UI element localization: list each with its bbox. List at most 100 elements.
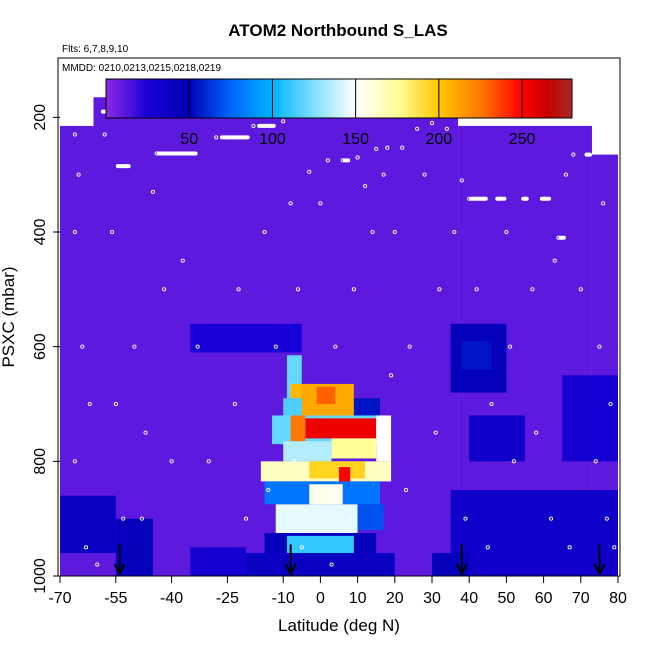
colorbar-segment <box>455 79 460 118</box>
flight-level-segment <box>257 123 276 128</box>
colorbar-segment <box>415 79 420 118</box>
heatmap-cell <box>301 418 377 439</box>
colorbar-tick-label: 200 <box>426 131 453 148</box>
colorbar-segment <box>135 79 140 118</box>
colorbar-segment <box>295 79 300 118</box>
heatmap-cell <box>357 504 384 531</box>
x-tick-label: 20 <box>386 590 404 607</box>
flight-sample-point <box>121 516 126 521</box>
colorbar-segment <box>548 79 553 118</box>
flight-sample-point <box>80 344 85 349</box>
colorbar-segment <box>189 79 194 118</box>
flight-sample-point <box>102 132 107 137</box>
heatmap-cell <box>60 495 116 554</box>
colorbar-segment <box>362 79 367 118</box>
colorbar-segment <box>252 79 257 118</box>
x-tick-label: 30 <box>423 590 441 607</box>
data-layer <box>60 97 618 577</box>
colorbar-segment <box>425 79 430 118</box>
heatmap-cell <box>190 547 246 576</box>
colorbar-segment <box>279 79 283 118</box>
colorbar-segment <box>202 79 207 118</box>
flight-sample-point <box>381 172 386 177</box>
colorbar-segment <box>245 79 250 118</box>
colorbar-segment <box>269 79 273 118</box>
colorbar-segment <box>565 79 570 118</box>
flight-sample-point <box>340 158 345 163</box>
colorbar-segment <box>106 79 110 118</box>
flight-sample-point <box>389 373 394 378</box>
colorbar-segment <box>408 79 413 118</box>
colorbar-segment <box>428 79 433 118</box>
colorbar-segment <box>482 79 486 118</box>
flight-level-segment <box>342 158 351 163</box>
colorbar-segment <box>172 79 177 118</box>
flight-sample-point <box>162 287 167 292</box>
x-tick-label: -10 <box>272 590 295 607</box>
flight-sample-point <box>232 401 237 407</box>
flight-sample-point <box>392 229 397 235</box>
colorbar-segment <box>239 79 243 118</box>
colorbar-segment <box>215 79 220 118</box>
flight-sample-point <box>415 126 420 131</box>
colorbar-segment <box>335 79 340 118</box>
flight-sample-point <box>407 344 412 349</box>
colorbar-segment <box>255 79 260 118</box>
heatmap-cell <box>316 386 336 404</box>
colorbar-segment <box>452 79 456 118</box>
flight-sample-point <box>485 545 490 550</box>
flight-level-segment <box>219 135 250 140</box>
flight-sample-point <box>567 545 572 550</box>
flight-sample-point <box>83 545 89 550</box>
colorbar-segment <box>305 79 310 118</box>
colorbar-segment <box>395 79 400 118</box>
flights-note: Flts: 6,7,8,9,10 <box>62 44 129 55</box>
flight-sample-point <box>333 344 338 349</box>
flight-sample-point <box>296 287 301 292</box>
profile-arrow-head <box>593 563 606 577</box>
colorbar-segment <box>412 79 417 118</box>
heatmap-cell <box>562 375 618 462</box>
x-tick-label: -25 <box>216 590 239 607</box>
plot-frame <box>57 57 621 577</box>
flight-sample-point <box>374 146 379 151</box>
colorbar-segment <box>315 79 320 118</box>
y-axis: 200 400 600 800 1000 <box>32 104 60 594</box>
colorbar-segment <box>229 79 233 118</box>
flight-sample-point <box>355 155 360 160</box>
colorbar-segment <box>465 79 470 118</box>
heatmap-cell <box>309 484 343 505</box>
flight-sample-point <box>87 401 92 407</box>
flight-sample-point <box>444 126 449 131</box>
colorbar-segment <box>242 79 247 118</box>
colorbar-segment <box>319 79 323 118</box>
colorbar-segment <box>495 79 500 118</box>
colorbar-segment <box>259 79 263 118</box>
flight-sample-point <box>601 201 606 206</box>
colorbar-segment <box>185 79 190 118</box>
x-axis: -70 -55 -40 -25 -10 0 10 20 30 40 50 60 70 80 <box>48 576 627 607</box>
flight-sample-point <box>385 145 390 150</box>
flight-sample-point <box>362 184 368 189</box>
colorbar-segment <box>535 79 540 118</box>
flight-sample-point <box>176 151 182 156</box>
colorbar-segment <box>558 79 563 118</box>
colorbar-segment <box>122 79 127 118</box>
flight-sample-point <box>370 229 375 235</box>
colorbar-tick-label: 150 <box>342 131 369 148</box>
flight-sample-point <box>403 487 409 493</box>
colorbar-segment <box>155 79 160 118</box>
flight-sample-point <box>318 201 323 206</box>
flight-sample-point <box>150 189 156 194</box>
colorbar-segment <box>205 79 210 118</box>
flight-sample-point <box>61 121 66 126</box>
colorbar-segment <box>555 79 560 118</box>
flight-sample-point <box>95 562 100 567</box>
flight-sample-point <box>433 430 438 435</box>
colorbar-tick-label: 50 <box>180 131 198 148</box>
flight-sample-point <box>474 287 479 292</box>
flight-level-segment <box>521 196 529 201</box>
colorbar-segment <box>219 79 223 118</box>
colorbar-segment <box>309 79 313 118</box>
flight-sample-point <box>113 401 118 407</box>
